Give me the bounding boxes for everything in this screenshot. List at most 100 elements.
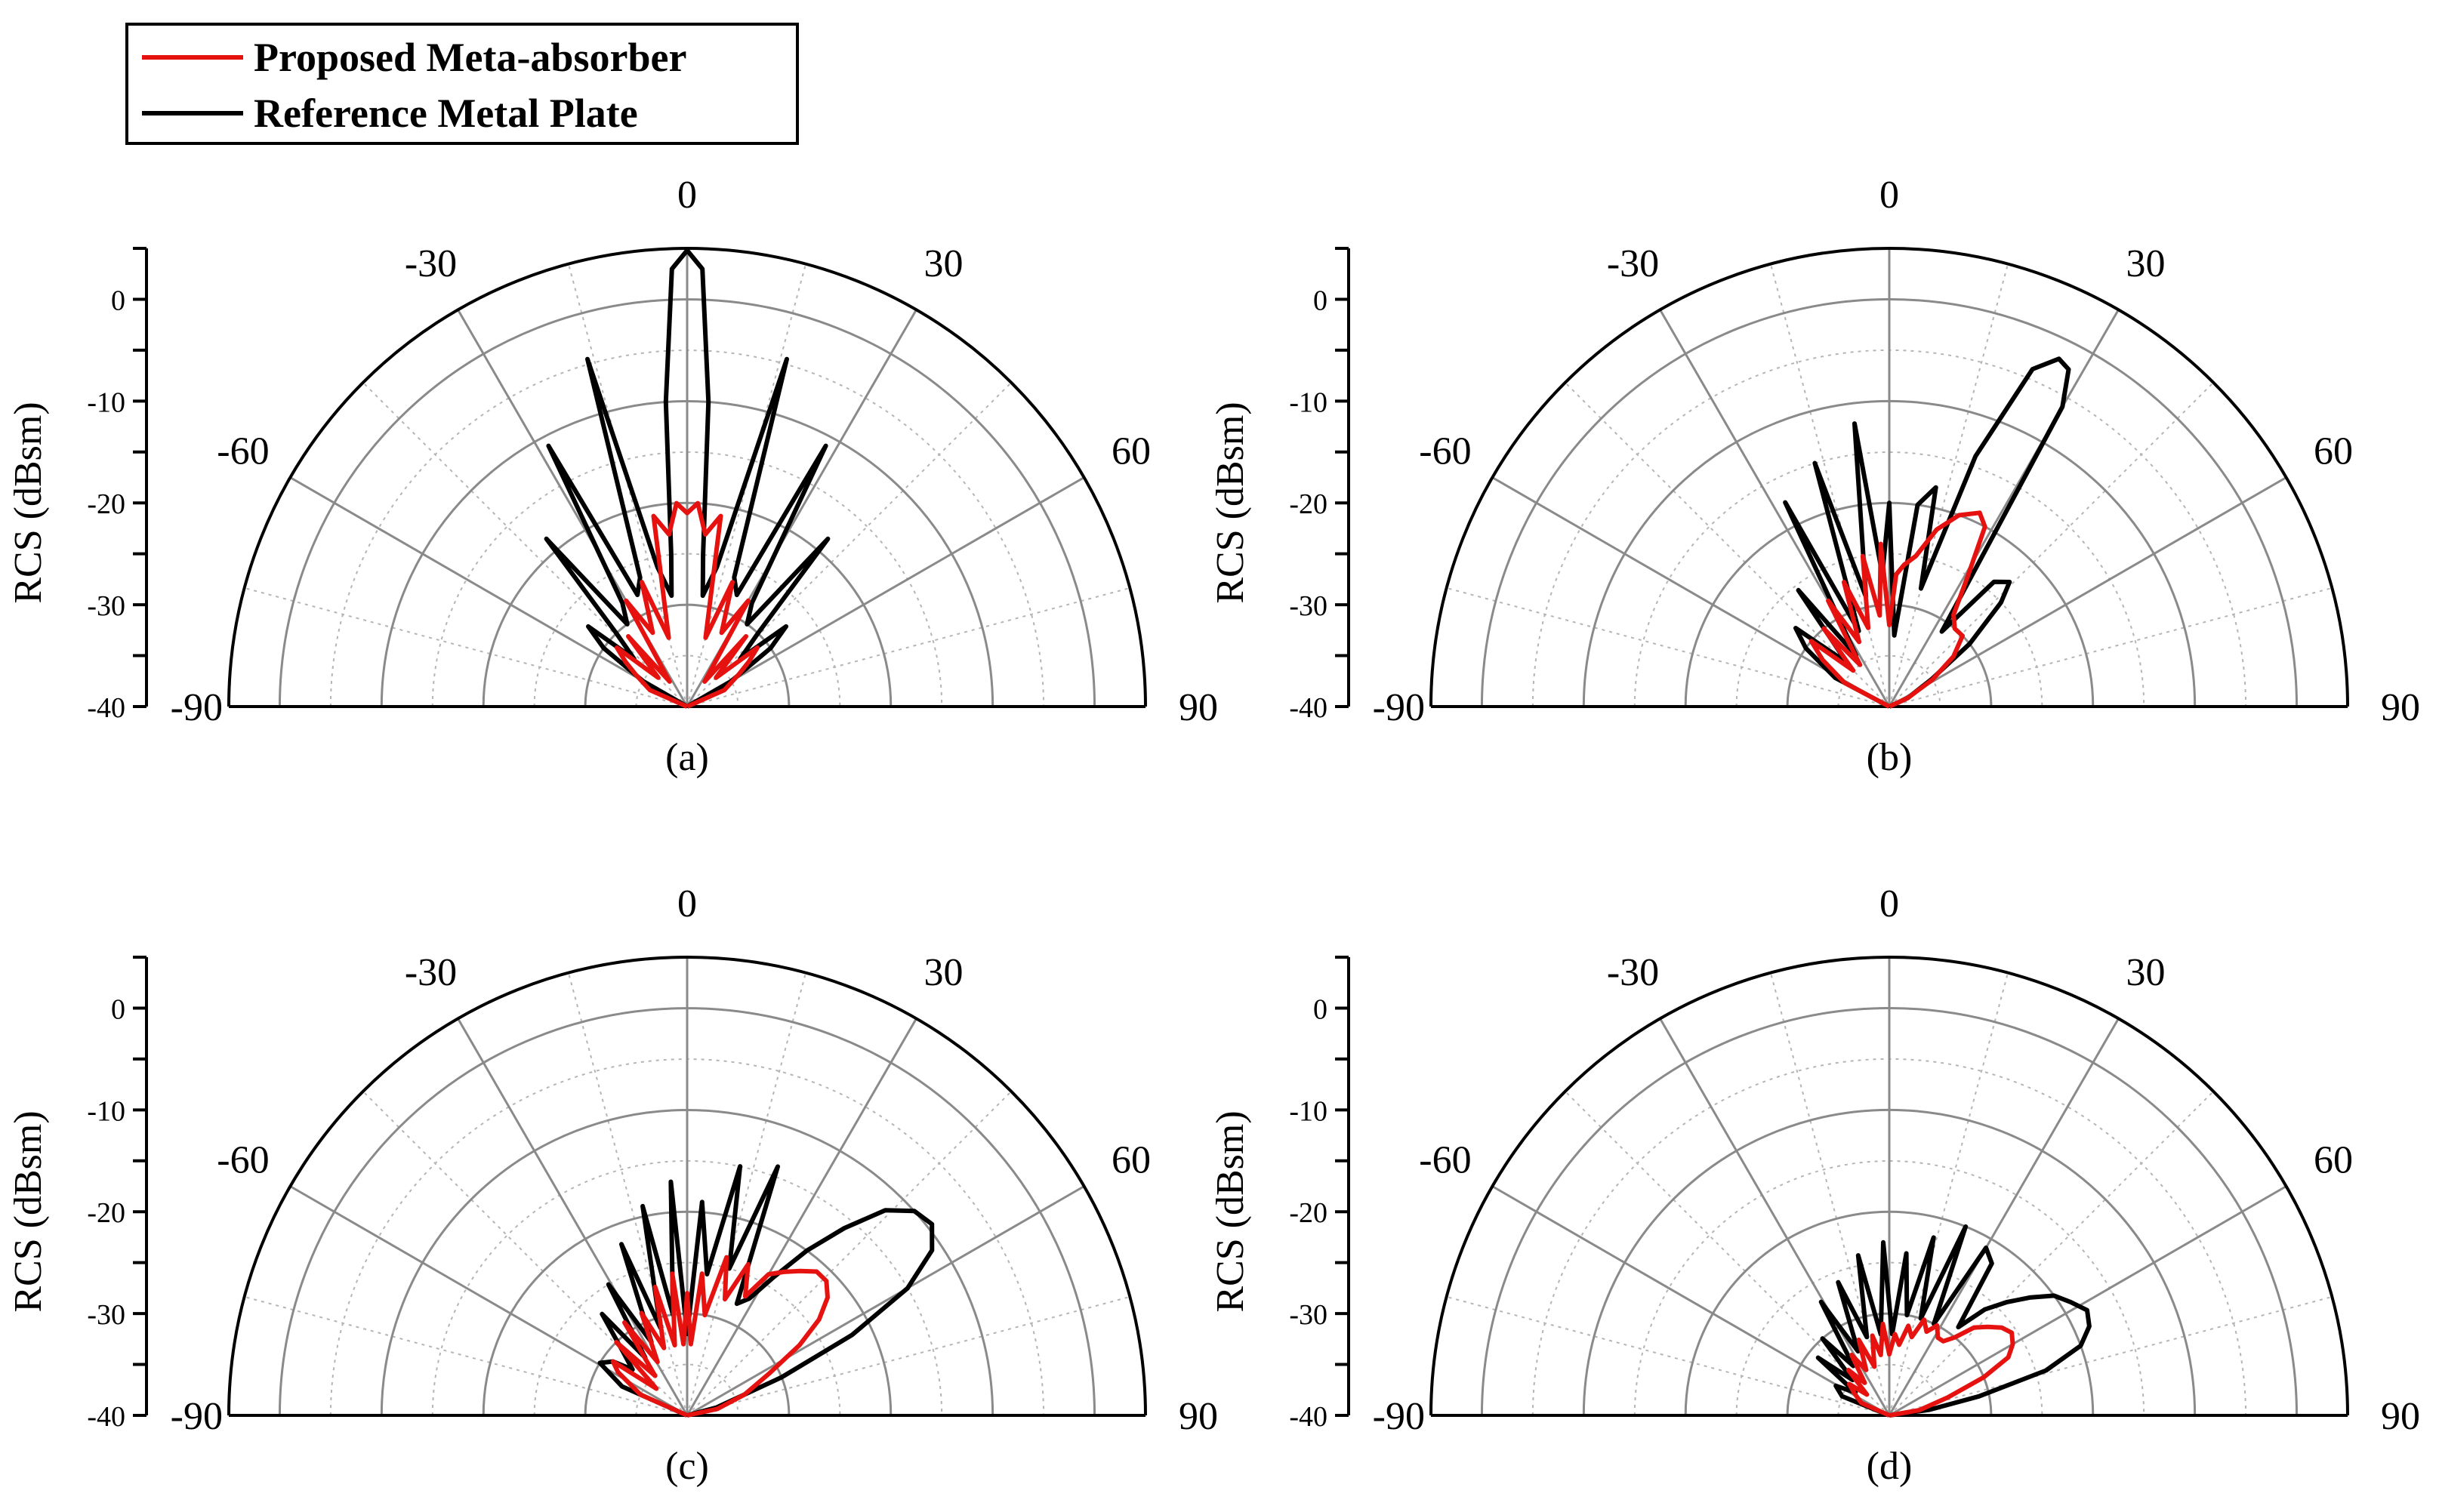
legend: Proposed Meta-absorber Reference Metal P… bbox=[125, 23, 799, 145]
minor-grid-spoke bbox=[1769, 263, 1890, 707]
minor-grid-spoke bbox=[1565, 1091, 1890, 1416]
series-line-reference bbox=[597, 1164, 935, 1418]
minor-grid-spoke bbox=[1889, 1295, 2333, 1416]
minor-grid-spoke bbox=[362, 382, 688, 707]
y-axis-label: RCS (dBsm) bbox=[1209, 402, 1252, 603]
major-grid-spoke bbox=[686, 476, 1085, 708]
radial-tick-label: -10 bbox=[87, 386, 125, 418]
angle-tick-label: 60 bbox=[2314, 1139, 2353, 1182]
radial-tick-label: -20 bbox=[1289, 488, 1327, 520]
minor-grid-spoke bbox=[1446, 1295, 1890, 1416]
series-line-reference bbox=[1815, 1224, 2092, 1418]
major-grid-spoke bbox=[289, 476, 688, 708]
angle-tick-label: 90 bbox=[2381, 1395, 2420, 1438]
radial-tick-label: -10 bbox=[87, 1095, 125, 1127]
radial-tick-label: -40 bbox=[87, 692, 125, 724]
radial-tick-label: -40 bbox=[1289, 692, 1327, 724]
angle-tick-label: -60 bbox=[217, 1139, 269, 1182]
angle-tick-label: 0 bbox=[677, 174, 697, 217]
minor-grid-spoke bbox=[1446, 587, 1890, 707]
angle-tick-label: -30 bbox=[405, 242, 457, 285]
panel-label: (c) bbox=[665, 1445, 709, 1488]
minor-grid-ring bbox=[1633, 1160, 2145, 1416]
radial-tick-label: -30 bbox=[1289, 590, 1327, 622]
panel-label: (a) bbox=[665, 736, 709, 779]
angle-tick-label: -30 bbox=[1607, 951, 1659, 994]
angle-tick-label: 30 bbox=[924, 242, 964, 285]
angle-tick-label: -90 bbox=[171, 686, 223, 729]
series-line-reference bbox=[544, 248, 831, 709]
series-line-reference bbox=[1783, 356, 2071, 709]
angle-tick-label: -30 bbox=[405, 951, 457, 994]
minor-grid-spoke bbox=[1889, 263, 2009, 707]
radial-tick-label: -20 bbox=[87, 488, 125, 520]
angle-tick-label: -30 bbox=[1607, 242, 1659, 285]
minor-grid-spoke bbox=[686, 382, 1012, 707]
major-grid-spoke bbox=[686, 1185, 1085, 1417]
angle-tick-label: 30 bbox=[924, 951, 964, 994]
radial-tick-label: -20 bbox=[87, 1197, 125, 1229]
angle-tick-label: -60 bbox=[1419, 430, 1471, 473]
major-grid-spoke bbox=[1888, 1018, 2120, 1416]
radial-tick-label: 0 bbox=[1313, 285, 1327, 316]
angle-tick-label: -60 bbox=[1419, 1139, 1471, 1182]
major-grid-spoke bbox=[1889, 476, 2287, 708]
minor-grid-spoke bbox=[244, 1295, 688, 1416]
radial-tick-label: -20 bbox=[1289, 1197, 1327, 1229]
minor-grid-ring bbox=[431, 1160, 943, 1416]
angle-tick-label: 90 bbox=[1179, 686, 1218, 729]
panel-label: (d) bbox=[1867, 1445, 1913, 1488]
radial-tick-label: -30 bbox=[87, 590, 125, 622]
angle-tick-label: 90 bbox=[2381, 686, 2420, 729]
radial-tick-label: -30 bbox=[87, 1299, 125, 1331]
radial-tick-label: -10 bbox=[1289, 1095, 1327, 1127]
minor-grid-spoke bbox=[567, 972, 688, 1416]
legend-label-proposed: Proposed Meta-absorber bbox=[254, 35, 686, 80]
series-line-proposed bbox=[1845, 1317, 2015, 1418]
series-line-proposed bbox=[615, 500, 760, 709]
outer-boundary bbox=[1429, 247, 2349, 707]
minor-grid-spoke bbox=[1889, 1091, 2214, 1416]
minor-grid-spoke bbox=[686, 972, 807, 1416]
angle-tick-label: 0 bbox=[1879, 882, 1899, 925]
series-line-proposed bbox=[610, 1255, 830, 1418]
minor-grid-spoke bbox=[1889, 382, 2214, 707]
major-grid-spoke bbox=[1888, 309, 2120, 707]
minor-grid-ring bbox=[431, 451, 943, 707]
angle-tick-label: 0 bbox=[677, 882, 697, 925]
minor-grid-spoke bbox=[1889, 972, 2009, 1416]
angle-tick-label: -90 bbox=[171, 1395, 223, 1438]
minor-grid-spoke bbox=[686, 1091, 1012, 1416]
polar-panel: 0 -10 -20 -30 -40 RCS (dBsm) -90 -60 -30 0 30 60 90 (… bbox=[1209, 174, 2420, 779]
legend-label-reference: Reference Metal Plate bbox=[254, 91, 638, 136]
angle-tick-label: 90 bbox=[1179, 1395, 1218, 1438]
minor-grid-spoke bbox=[686, 1295, 1130, 1416]
polar-panel: 0 -10 -20 -30 -40 RCS (dBsm) -90 -60 -30 0 30 60 90 (… bbox=[7, 174, 1218, 779]
radial-tick-label: -40 bbox=[1289, 1401, 1327, 1433]
major-grid-spoke bbox=[1889, 1185, 2287, 1417]
minor-grid-ring bbox=[1837, 1364, 1941, 1416]
angle-tick-label: 30 bbox=[2126, 951, 2166, 994]
polar-panel: 0 -10 -20 -30 -40 RCS (dBsm) -90 -60 -30 0 30 60 90 (… bbox=[7, 882, 1218, 1488]
y-axis-label: RCS (dBsm) bbox=[7, 1110, 50, 1312]
radial-tick-label: 0 bbox=[111, 285, 125, 316]
series-line-proposed bbox=[1808, 510, 1987, 709]
angle-tick-label: 0 bbox=[1879, 174, 1899, 217]
panel-label: (b) bbox=[1867, 736, 1913, 779]
major-grid-spoke bbox=[1491, 1185, 1890, 1417]
y-axis-label: RCS (dBsm) bbox=[1209, 1110, 1252, 1312]
minor-grid-spoke bbox=[686, 587, 1130, 707]
outer-boundary bbox=[227, 956, 1147, 1416]
minor-grid-spoke bbox=[244, 587, 688, 707]
radial-tick-label: -10 bbox=[1289, 386, 1327, 418]
angle-tick-label: 60 bbox=[2314, 430, 2353, 473]
radial-tick-label: -40 bbox=[87, 1401, 125, 1433]
radial-tick-label: -30 bbox=[1289, 1299, 1327, 1331]
y-axis-label: RCS (dBsm) bbox=[7, 402, 50, 603]
minor-grid-spoke bbox=[1889, 587, 2333, 707]
major-grid-spoke bbox=[1659, 1018, 1891, 1416]
angle-tick-label: -90 bbox=[1373, 1395, 1425, 1438]
outer-boundary bbox=[1429, 956, 2349, 1416]
angle-tick-label: -60 bbox=[217, 430, 269, 473]
